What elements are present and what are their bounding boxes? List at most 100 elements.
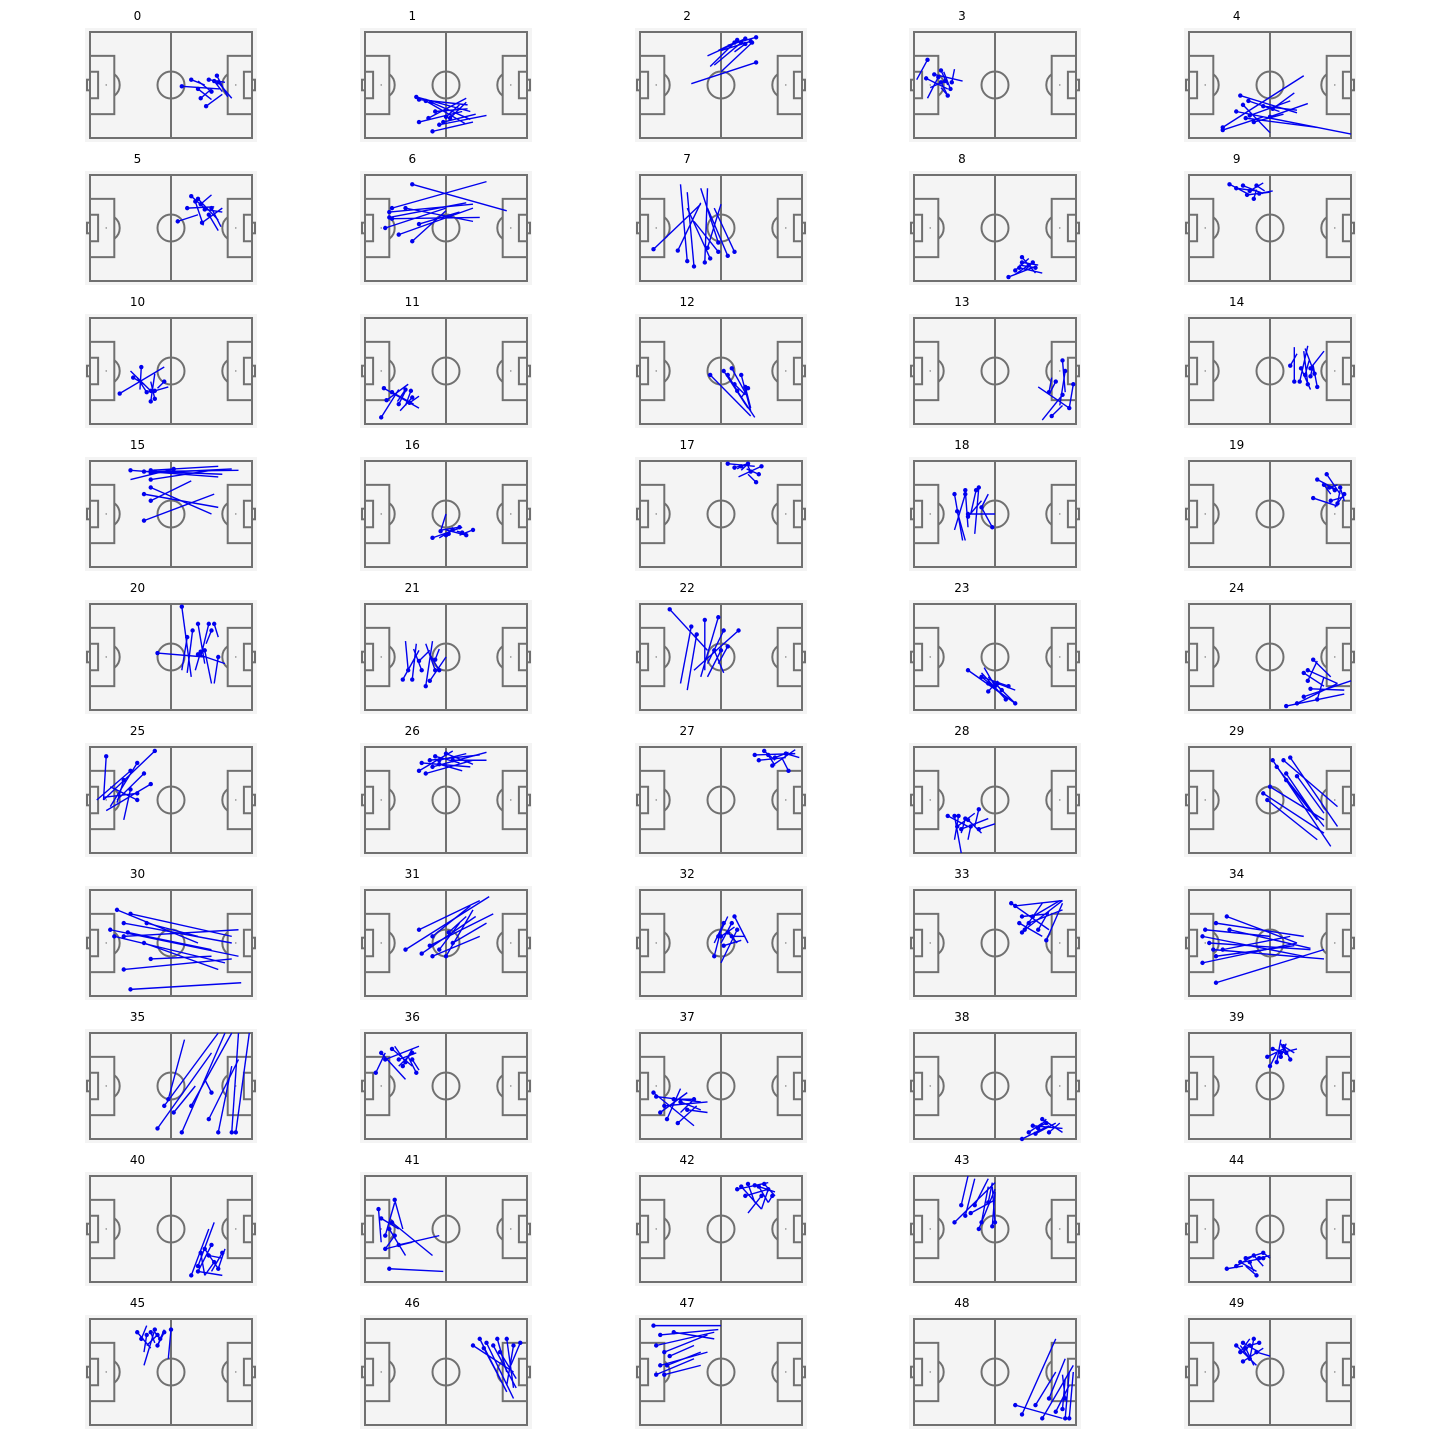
pass-line (1042, 1365, 1075, 1419)
left-goal (635, 936, 641, 950)
pass-line (197, 1270, 223, 1277)
left-goal (360, 650, 366, 664)
panel-title: 21 (404, 581, 420, 595)
pass-line (719, 929, 738, 964)
pass-start-point (1213, 980, 1219, 985)
left-penalty-arc (1212, 1074, 1220, 1098)
pass-start-point (432, 668, 438, 673)
pass-line (1296, 682, 1338, 705)
pass-start-point (1003, 697, 1009, 702)
pass-start-point (158, 1336, 163, 1342)
pass-start-point (400, 677, 405, 682)
pass-start-point (216, 1266, 221, 1271)
left-goal (360, 793, 366, 807)
pass-start-point (1251, 1253, 1257, 1258)
pass-line (1205, 929, 1271, 938)
pass-start-point (661, 1372, 667, 1377)
right-goal (1350, 650, 1356, 664)
pitch-panel: 17 (550, 429, 825, 572)
pass-start-point (1220, 127, 1226, 133)
panel-title: 37 (679, 1010, 695, 1024)
left-penalty-spot (655, 1371, 657, 1373)
left-goal (635, 793, 641, 807)
right-penalty-arc (770, 788, 778, 812)
left-goal (635, 650, 641, 664)
right-penalty-spot (784, 513, 787, 515)
pass-series (1288, 345, 1325, 390)
left-penalty-spot (929, 1228, 932, 1230)
pass-start-point (427, 758, 432, 763)
pass-line (686, 207, 711, 259)
pass-start-point (407, 400, 412, 405)
pass-line (205, 93, 223, 107)
pass-line (210, 1252, 223, 1272)
right-penalty-spot (1334, 84, 1336, 86)
pass-line (445, 104, 460, 118)
left-penalty-arc (388, 931, 396, 955)
pass-line (472, 1344, 514, 1373)
pass-start-point (1251, 1336, 1257, 1342)
pitch-chart (359, 1172, 532, 1286)
panel-title: 46 (404, 1296, 420, 1310)
right-goal (251, 364, 256, 378)
pass-start-point (1327, 485, 1332, 490)
pass-start-point (148, 498, 153, 503)
panel-title: 17 (679, 438, 695, 452)
panel-title: 30 (129, 867, 146, 881)
pass-line (1226, 915, 1298, 944)
pass-line (1269, 1052, 1278, 1067)
pass-start-point (1342, 491, 1347, 497)
pass-start-point (389, 205, 394, 211)
pass-start-point (721, 628, 726, 633)
pass-start-point (738, 464, 744, 469)
pass-line (760, 1189, 769, 1210)
pass-start-point (409, 395, 415, 400)
pitch-panel: 20 (0, 572, 275, 715)
pass-start-point (494, 1336, 500, 1342)
right-penalty-spot (509, 513, 512, 515)
pass-start-point (1251, 119, 1257, 125)
pass-line (110, 929, 239, 957)
right-penalty-spot (784, 370, 787, 372)
pass-start-point (979, 1220, 985, 1225)
pass-line (485, 1342, 514, 1399)
pass-start-point (976, 1226, 982, 1232)
pass-line (1229, 929, 1311, 949)
centre-circle (980, 1357, 1010, 1387)
pass-series (945, 807, 996, 854)
pass-line (709, 39, 738, 67)
pass-series (1265, 1039, 1298, 1069)
right-goal (1350, 507, 1356, 521)
pass-line (1267, 799, 1318, 841)
pass-start-point (731, 465, 737, 470)
pass-start-point (392, 1233, 397, 1238)
pass-start-point (1026, 262, 1032, 268)
pass-line (1051, 404, 1064, 417)
pass-start-point (1311, 657, 1316, 662)
pass-line (746, 1183, 756, 1203)
right-penalty-spot (235, 513, 237, 515)
pass-line (424, 643, 436, 671)
pass-line (1283, 759, 1339, 808)
pass-start-point (152, 396, 157, 402)
left-penalty-arc (1212, 359, 1220, 383)
right-penalty-arc (221, 645, 229, 669)
left-penalty-spot (655, 370, 657, 372)
pitch-chart (1184, 314, 1357, 428)
pass-line (780, 757, 789, 772)
pass-line (434, 755, 460, 764)
pass-start-point (993, 683, 998, 689)
pass-series (916, 57, 964, 99)
pitch-chart (634, 457, 807, 571)
panel-title: 24 (1229, 581, 1245, 595)
pass-start-point (952, 1220, 958, 1225)
left-penalty-spot (655, 513, 657, 515)
pitch-chart (85, 171, 257, 285)
right-penalty-spot (784, 227, 787, 229)
pass-start-point (1288, 755, 1293, 760)
pass-line (1310, 688, 1345, 691)
pass-start-point (1060, 358, 1066, 363)
centre-circle (431, 1214, 461, 1244)
left-penalty-arc (663, 788, 671, 812)
pass-start-point (936, 74, 941, 80)
